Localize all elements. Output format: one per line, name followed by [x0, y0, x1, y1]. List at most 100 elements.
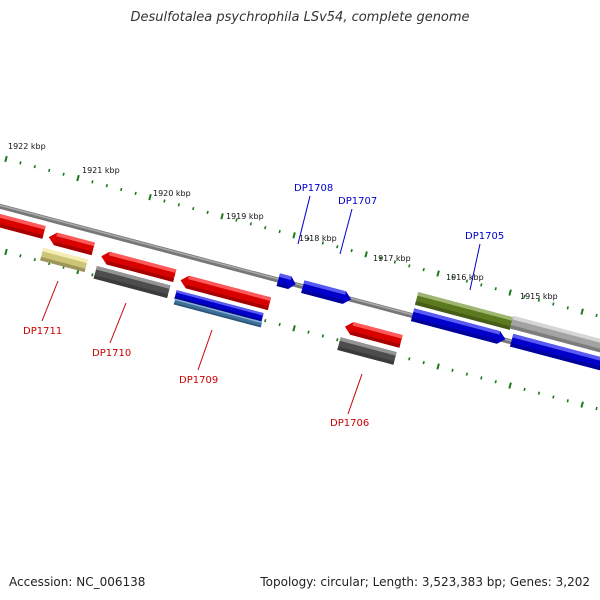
- gene-label-leaders: [41, 195, 481, 415]
- scale-tick-upper: [220, 213, 224, 220]
- scale-tick-lower: [19, 254, 22, 258]
- scale-tick-lower: [494, 380, 497, 384]
- scale-tick-upper: [76, 174, 80, 182]
- gene-feature-shadow: [276, 282, 290, 290]
- gene-label[interactable]: DP1706: [330, 418, 369, 429]
- gene-feature-body: [93, 265, 171, 299]
- scale-tick-lower: [4, 248, 8, 256]
- gene-feature[interactable]: [0, 211, 46, 239]
- gene-feature-highlight: [352, 322, 403, 339]
- scale-tick-lower: [91, 273, 94, 277]
- gene-feature[interactable]: [276, 273, 298, 290]
- gene-feature[interactable]: [100, 250, 177, 283]
- gene-label[interactable]: DP1707: [338, 196, 377, 207]
- gene-feature-highlight: [174, 298, 263, 324]
- genome-backbone: [0, 203, 600, 368]
- scale-tick-upper: [48, 168, 51, 173]
- gene-label-leader: [197, 329, 213, 371]
- gene-feature-highlight: [339, 337, 397, 356]
- scale-tick-upper: [408, 264, 411, 268]
- gene-feature-highlight: [512, 333, 600, 362]
- scale-tick-lower: [292, 325, 296, 332]
- scale-tick-lower: [566, 399, 569, 403]
- gene-feature[interactable]: [93, 265, 171, 299]
- scale-tick-lower: [321, 334, 325, 338]
- scale-tick-lower: [451, 368, 454, 372]
- gene-feature[interactable]: [337, 337, 397, 365]
- gene-label-leader: [41, 280, 59, 322]
- scale-tick-upper: [4, 155, 8, 163]
- scale-tick-upper: [292, 232, 296, 239]
- gene-feature-body: [173, 298, 263, 328]
- scale-tick-lower: [595, 406, 598, 411]
- genome-backbone-highlight: [0, 204, 600, 366]
- gene-feature-shadow: [106, 260, 174, 283]
- gene-feature[interactable]: [40, 247, 88, 273]
- scale-tick-upper: [235, 218, 238, 222]
- gene-feature[interactable]: [414, 292, 514, 330]
- gene-feature[interactable]: [343, 320, 403, 348]
- gene-feature[interactable]: [410, 308, 507, 345]
- gene-feature[interactable]: [510, 333, 600, 372]
- scale-tick-upper: [163, 199, 166, 203]
- scale-tick-upper: [105, 184, 108, 188]
- gene-label[interactable]: DP1709: [179, 375, 218, 386]
- scale-label: 1922 kbp: [8, 142, 46, 151]
- gene-feature-shadow: [0, 222, 44, 239]
- scale-tick-upper: [91, 180, 94, 184]
- scale-label: 1919 kbp: [226, 212, 264, 221]
- gene-feature-highlight: [56, 232, 95, 247]
- scale-tick-upper: [393, 260, 397, 264]
- gene-label[interactable]: DP1708: [294, 183, 333, 194]
- gene-label[interactable]: DP1710: [92, 348, 131, 359]
- scale-tick-upper: [19, 161, 22, 165]
- scale-tick-upper: [364, 251, 368, 258]
- gene-feature-highlight: [108, 251, 177, 273]
- gene-feature-shadow: [414, 301, 511, 330]
- scale-label: 1917 kbp: [373, 254, 411, 263]
- scale-tick-upper: [436, 270, 440, 277]
- gene-feature-highlight: [42, 247, 88, 264]
- scale-tick-lower: [408, 357, 411, 361]
- gene-feature[interactable]: [179, 274, 272, 311]
- gene-feature[interactable]: [510, 315, 600, 355]
- scale-tick-upper: [508, 289, 512, 296]
- scale-tick-upper: [465, 279, 469, 283]
- scale-tick-lower: [436, 363, 440, 370]
- scale-label: 1915 kbp: [520, 292, 558, 301]
- gene-feature[interactable]: [301, 280, 353, 305]
- gene-feature-shadow: [301, 289, 344, 304]
- scale-tick-lower: [480, 376, 483, 380]
- scale-tick-upper: [120, 187, 123, 192]
- scale-tick-upper: [595, 313, 598, 318]
- scale-tick-lower: [264, 319, 267, 323]
- gene-feature[interactable]: [47, 231, 95, 256]
- gene-feature[interactable]: [174, 290, 264, 322]
- scale-tick-lower: [307, 330, 310, 334]
- gene-feature-highlight: [279, 273, 292, 280]
- gene-feature-shadow: [510, 325, 600, 355]
- gene-feature-shadow: [173, 302, 262, 328]
- gene-label[interactable]: DP1705: [465, 231, 504, 242]
- scale-tick-upper: [451, 275, 454, 279]
- gene-feature-shadow: [174, 296, 262, 322]
- gene-label[interactable]: DP1711: [23, 326, 62, 337]
- scale-tick-upper: [148, 194, 152, 201]
- scale-tick-upper: [552, 302, 555, 306]
- gene-feature-body: [414, 292, 514, 330]
- gene-feature-highlight: [176, 290, 264, 316]
- gene-feature-shadow: [337, 346, 395, 365]
- scale-tick-lower: [33, 257, 36, 262]
- scale-tick-upper: [566, 306, 569, 310]
- scale-label: 1921 kbp: [82, 166, 120, 175]
- gene-feature-shadow: [40, 256, 86, 273]
- gene-feature[interactable]: [173, 298, 263, 328]
- scale-ticks-upper: [4, 155, 598, 318]
- gene-feature-highlight: [96, 265, 171, 289]
- gene-label-leader: [109, 302, 127, 344]
- scale-tick-upper: [537, 298, 541, 302]
- gene-feature-shadow: [350, 331, 401, 348]
- gene-feature-highlight: [417, 292, 514, 321]
